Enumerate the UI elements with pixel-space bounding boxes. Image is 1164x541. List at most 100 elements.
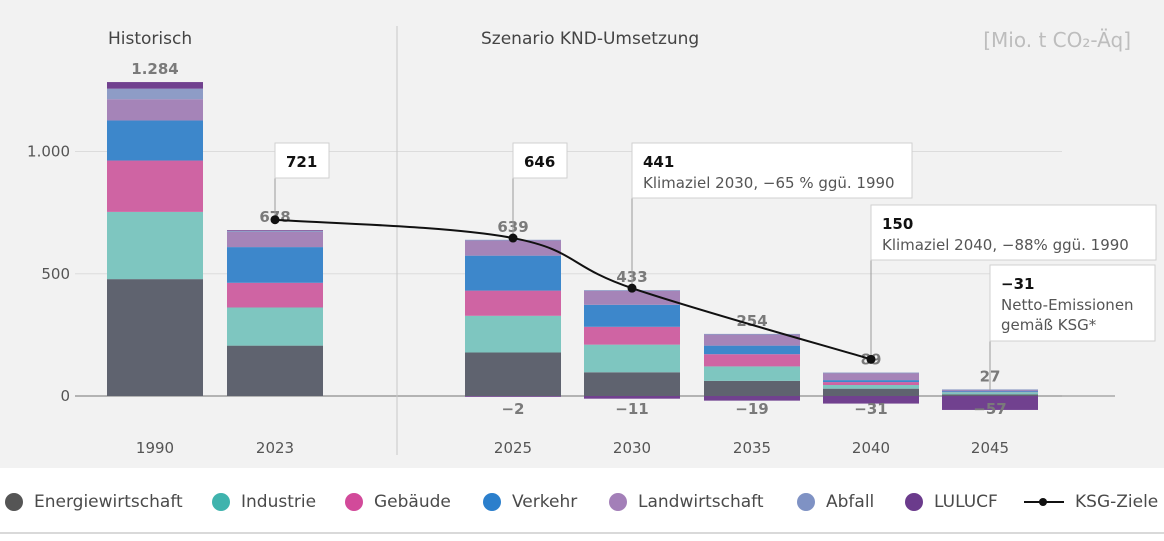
bar-segment (942, 394, 1038, 396)
bar-segment (942, 391, 1038, 392)
legend-item-verkehr: Verkehr (483, 490, 577, 514)
legend-label: KSG-Ziele (1075, 492, 1159, 512)
x-tick-label: 1990 (136, 439, 174, 457)
bar-segment (107, 279, 203, 396)
bar-segment (704, 333, 800, 335)
section-label-scenario: Szenario KND-Umsetzung (481, 29, 699, 49)
bar-segment (704, 366, 800, 381)
bar-segment (942, 389, 1038, 392)
y-tick-label: 0 (60, 387, 70, 405)
bar-segment (823, 372, 919, 381)
bar-segment (823, 396, 919, 404)
ksg-target-point (866, 354, 876, 364)
bar-segment (227, 307, 323, 346)
bar-segment (107, 120, 203, 161)
ksg-target-point (627, 283, 637, 293)
bar-segment (584, 372, 680, 396)
bar-segment (465, 396, 561, 397)
legend-item-energiewirtschaft: Energiewirtschaft (5, 490, 183, 514)
callout-box (274, 142, 330, 179)
callout-text: Netto-Emissionen (1001, 296, 1134, 314)
bar-negative-label: −11 (615, 400, 648, 418)
bar-segment (107, 99, 203, 121)
bar-segment (465, 290, 561, 316)
legend-dot-swatch (609, 493, 627, 511)
section-label-historic: Historisch (108, 29, 192, 49)
callout-value: 646 (524, 153, 555, 171)
bar-negative-label: −2 (501, 400, 524, 418)
bar-segment (227, 345, 323, 396)
bar-segment (823, 380, 919, 383)
bar-segment (584, 304, 680, 327)
callout-text: gemäß KSG* (1001, 316, 1097, 334)
bar-total-label: 1.284 (131, 60, 178, 78)
legend-item-ksg-ziele: KSG-Ziele (1024, 490, 1158, 514)
legend-dot-swatch (483, 493, 501, 511)
callout-value: −31 (1001, 275, 1034, 293)
legend-dot-swatch (212, 493, 230, 511)
bar-segment (227, 230, 323, 232)
legend-label: Gebäude (374, 492, 451, 512)
bar-segment (704, 396, 800, 401)
bar-negative-label: −31 (854, 400, 887, 418)
bar-segment (584, 344, 680, 373)
legend-dot-swatch (797, 493, 815, 511)
bar-segment (107, 82, 203, 89)
chart-area: 0 500 1.000 Historisch Szenario KND-Umsetzun… (0, 0, 1164, 468)
bar-segment (704, 354, 800, 367)
legend-label: LULUCF (934, 492, 998, 512)
bar-segment (942, 396, 1038, 410)
bar-segment (227, 230, 323, 232)
bar-segment (465, 240, 561, 256)
legend-label: Landwirtschaft (638, 492, 764, 512)
bar-segment (823, 388, 919, 396)
legend: Energiewirtschaft Industrie Gebäude Verkehr… (0, 468, 1164, 541)
callout-value: 441 (643, 153, 674, 171)
bar-segment (107, 88, 203, 100)
bar-segment (584, 326, 680, 345)
bar-segment (465, 352, 561, 396)
legend-dot-swatch (5, 493, 23, 511)
bar-negative-label: −19 (735, 400, 768, 418)
ksg-target-point (270, 215, 280, 225)
bar-segment (704, 380, 800, 396)
legend-line-swatch (1024, 493, 1064, 511)
bar-segment (942, 392, 1038, 395)
y-tick-label: 500 (41, 265, 70, 283)
legend-label: Abfall (826, 492, 875, 512)
bar-segment (107, 211, 203, 280)
bar-total-label: 254 (736, 312, 767, 330)
bar-segment (465, 255, 561, 291)
bar-segment (823, 372, 919, 374)
callout-text: Klimaziel 2030, −65 % ggü. 1990 (643, 174, 895, 192)
bar-segment (704, 334, 800, 346)
callout-value: 150 (882, 215, 913, 233)
x-tick-label: 2023 (256, 439, 294, 457)
y-tick-label: 1.000 (27, 143, 70, 161)
callout-value: 721 (286, 153, 317, 171)
bar-segment (107, 160, 203, 212)
x-tick-label: 2040 (852, 439, 890, 457)
bar-segment (823, 382, 919, 385)
legend-dot-swatch (345, 493, 363, 511)
ksg-target-line (274, 218, 872, 361)
legend-label: Verkehr (512, 492, 578, 512)
ksg-target-point (508, 233, 518, 243)
legend-dot-swatch (905, 493, 923, 511)
x-tick-label: 2035 (733, 439, 771, 457)
bar-segment (704, 345, 800, 355)
legend-item-landwirtschaft: Landwirtschaft (609, 490, 763, 514)
callout-box (989, 264, 1156, 342)
bar-segment (227, 282, 323, 308)
callout-box (631, 142, 913, 199)
legend-item-gebäude: Gebäude (345, 490, 451, 514)
bar-segment (584, 290, 680, 305)
x-tick-label: 2030 (613, 439, 651, 457)
legend-item-industrie: Industrie (212, 490, 316, 514)
callout-text: Klimaziel 2040, −88% ggü. 1990 (882, 236, 1129, 254)
callout-box (870, 204, 1157, 261)
bar-segment (465, 315, 561, 353)
legend-item-lulucf: LULUCF (905, 490, 998, 514)
bar-segment (584, 396, 680, 399)
callout-box (512, 142, 568, 179)
